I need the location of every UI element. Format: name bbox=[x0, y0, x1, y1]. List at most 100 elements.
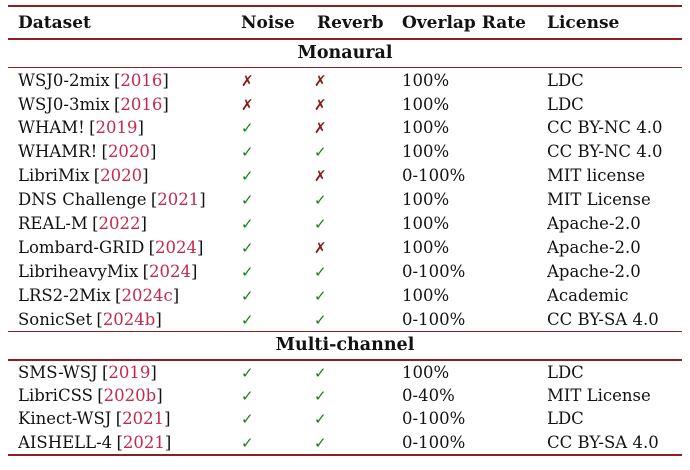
dataset-cell: LRS2-2Mix [2024c] bbox=[18, 286, 238, 305]
dataset-name: WSJ0-2mix bbox=[18, 70, 110, 90]
citation-close-bracket: ] bbox=[197, 237, 204, 257]
citation: [2016] bbox=[114, 95, 169, 114]
section-rule bbox=[8, 330, 682, 333]
check-icon: ✓ bbox=[241, 286, 254, 305]
noise-cell: ✓ bbox=[238, 363, 312, 382]
citation-year: 2024 bbox=[149, 261, 192, 281]
citation-year: 2022 bbox=[98, 213, 141, 233]
dataset-cell: SMS-WSJ [2019] bbox=[18, 363, 238, 382]
dataset-cell: REAL-M [2022] bbox=[18, 214, 238, 233]
table-row: LibriheavyMix [2024] ✓ ✓ 0-100% Apache-2.… bbox=[0, 259, 690, 283]
dataset-name: SMS-WSJ bbox=[18, 363, 98, 383]
col-header-reverb: Reverb bbox=[317, 12, 384, 33]
citation-open-bracket: [ bbox=[116, 432, 123, 452]
reverb-cell: ✓ bbox=[312, 386, 402, 405]
dataset-cell: LibriheavyMix [2024] bbox=[18, 262, 238, 281]
section-rule bbox=[8, 66, 682, 69]
dataset-name: LibriMix bbox=[18, 166, 90, 186]
overlap-rate-cell: 100% bbox=[402, 70, 450, 90]
noise-cell: ✓ bbox=[238, 310, 312, 329]
section-title: Monaural bbox=[297, 42, 393, 63]
overlap-rate-cell: 0-100% bbox=[402, 409, 466, 429]
check-icon: ✓ bbox=[241, 191, 254, 210]
dataset-name: LRS2-2Mix bbox=[18, 285, 111, 305]
overlap-rate-cell: 0-100% bbox=[402, 432, 466, 452]
citation-close-bracket: ] bbox=[164, 432, 172, 452]
license-cell: LDC bbox=[547, 409, 584, 429]
check-icon: ✓ bbox=[241, 387, 254, 406]
citation: [2024] bbox=[143, 262, 198, 281]
license-cell: Apache-2.0 bbox=[547, 237, 641, 257]
citation-year: 2021 bbox=[122, 432, 165, 452]
check-icon: ✓ bbox=[314, 191, 327, 210]
check-icon: ✓ bbox=[314, 262, 327, 281]
citation-open-bracket: [ bbox=[115, 285, 122, 305]
dataset-cell: AISHELL-4 [2021] bbox=[18, 433, 238, 452]
dataset-cell: Lombard-GRID [2024] bbox=[18, 238, 238, 257]
citation-year: 2019 bbox=[95, 118, 138, 138]
noise-cell: ✓ bbox=[238, 238, 312, 257]
check-icon: ✓ bbox=[241, 310, 254, 329]
check-icon: ✓ bbox=[241, 214, 254, 233]
citation-close-bracket: ] bbox=[191, 261, 198, 281]
license-cell: MIT License bbox=[547, 190, 651, 210]
check-icon: ✓ bbox=[241, 167, 254, 186]
dataset-cell: SonicSet [2024b] bbox=[18, 310, 238, 329]
citation-year: 2024 bbox=[155, 237, 198, 257]
dataset-cell: LibriMix [2020] bbox=[18, 166, 238, 185]
dataset-name: Kinect-WSJ bbox=[18, 409, 112, 429]
reverb-cell: ✗ bbox=[312, 166, 402, 185]
noise-cell: ✓ bbox=[238, 142, 312, 161]
dataset-cell: DNS Challenge [2021] bbox=[18, 190, 238, 209]
check-icon: ✓ bbox=[241, 410, 254, 429]
reverb-cell: ✗ bbox=[312, 71, 402, 90]
citation-year: 2021 bbox=[122, 409, 165, 429]
citation-close-bracket: ] bbox=[155, 309, 162, 329]
dataset-name: DNS Challenge bbox=[18, 190, 147, 210]
cross-icon: ✗ bbox=[314, 119, 327, 138]
check-icon: ✓ bbox=[314, 387, 327, 406]
reverb-cell: ✓ bbox=[312, 190, 402, 209]
citation-close-bracket: ] bbox=[140, 213, 147, 233]
citation: [2020] bbox=[94, 166, 149, 185]
table-row: REAL-M [2022] ✓ ✓ 100% Apache-2.0 bbox=[0, 212, 690, 236]
noise-cell: ✓ bbox=[238, 262, 312, 281]
citation-year: 2020b bbox=[103, 386, 157, 406]
overlap-rate-cell: 100% bbox=[402, 94, 450, 114]
citation-year: 2024b bbox=[102, 309, 156, 329]
citation-open-bracket: [ bbox=[142, 261, 150, 281]
license-cell: CC BY-SA 4.0 bbox=[547, 432, 659, 452]
citation: [2016] bbox=[114, 71, 169, 90]
check-icon: ✓ bbox=[314, 433, 327, 452]
check-icon: ✓ bbox=[241, 433, 254, 452]
check-icon: ✓ bbox=[241, 119, 254, 138]
reverb-cell: ✓ bbox=[312, 310, 402, 329]
overlap-rate-cell: 100% bbox=[402, 285, 450, 305]
table-row: DNS Challenge [2021] ✓ ✓ 100% MIT License bbox=[0, 188, 690, 212]
col-header-overlap-rate: Overlap Rate bbox=[402, 12, 526, 33]
citation-open-bracket: [ bbox=[93, 166, 101, 186]
overlap-rate-cell: 100% bbox=[402, 190, 450, 210]
citation-year: 2020 bbox=[100, 166, 143, 186]
col-header-noise: Noise bbox=[241, 12, 295, 33]
citation-close-bracket: ] bbox=[137, 118, 144, 138]
table-body: Monaural WSJ0-2mix [2016] ✗ ✗ 100% LDC WS… bbox=[0, 40, 690, 454]
citation: [2020b] bbox=[97, 386, 162, 405]
citation: [2019] bbox=[89, 118, 144, 137]
overlap-rate-cell: 100% bbox=[402, 142, 450, 162]
dataset-name: REAL-M bbox=[18, 213, 88, 233]
noise-cell: ✓ bbox=[238, 386, 312, 405]
dataset-cell: LibriCSS [2020b] bbox=[18, 386, 238, 405]
cross-icon: ✗ bbox=[314, 238, 327, 257]
table-row: LibriCSS [2020b] ✓ ✓ 0-40% MIT License bbox=[0, 384, 690, 407]
citation-year: 2024c bbox=[121, 285, 173, 305]
dataset-name: WHAMR! bbox=[18, 142, 98, 162]
dataset-name: AISHELL-4 bbox=[18, 432, 113, 452]
col-header-dataset: Dataset bbox=[18, 12, 91, 33]
citation-open-bracket: [ bbox=[92, 213, 99, 233]
license-cell: Apache-2.0 bbox=[547, 213, 641, 233]
table-row: Kinect-WSJ [2021] ✓ ✓ 0-100% LDC bbox=[0, 407, 690, 430]
table-row: Lombard-GRID [2024] ✓ ✗ 100% Apache-2.0 bbox=[0, 235, 690, 259]
citation-open-bracket: [ bbox=[89, 118, 96, 138]
